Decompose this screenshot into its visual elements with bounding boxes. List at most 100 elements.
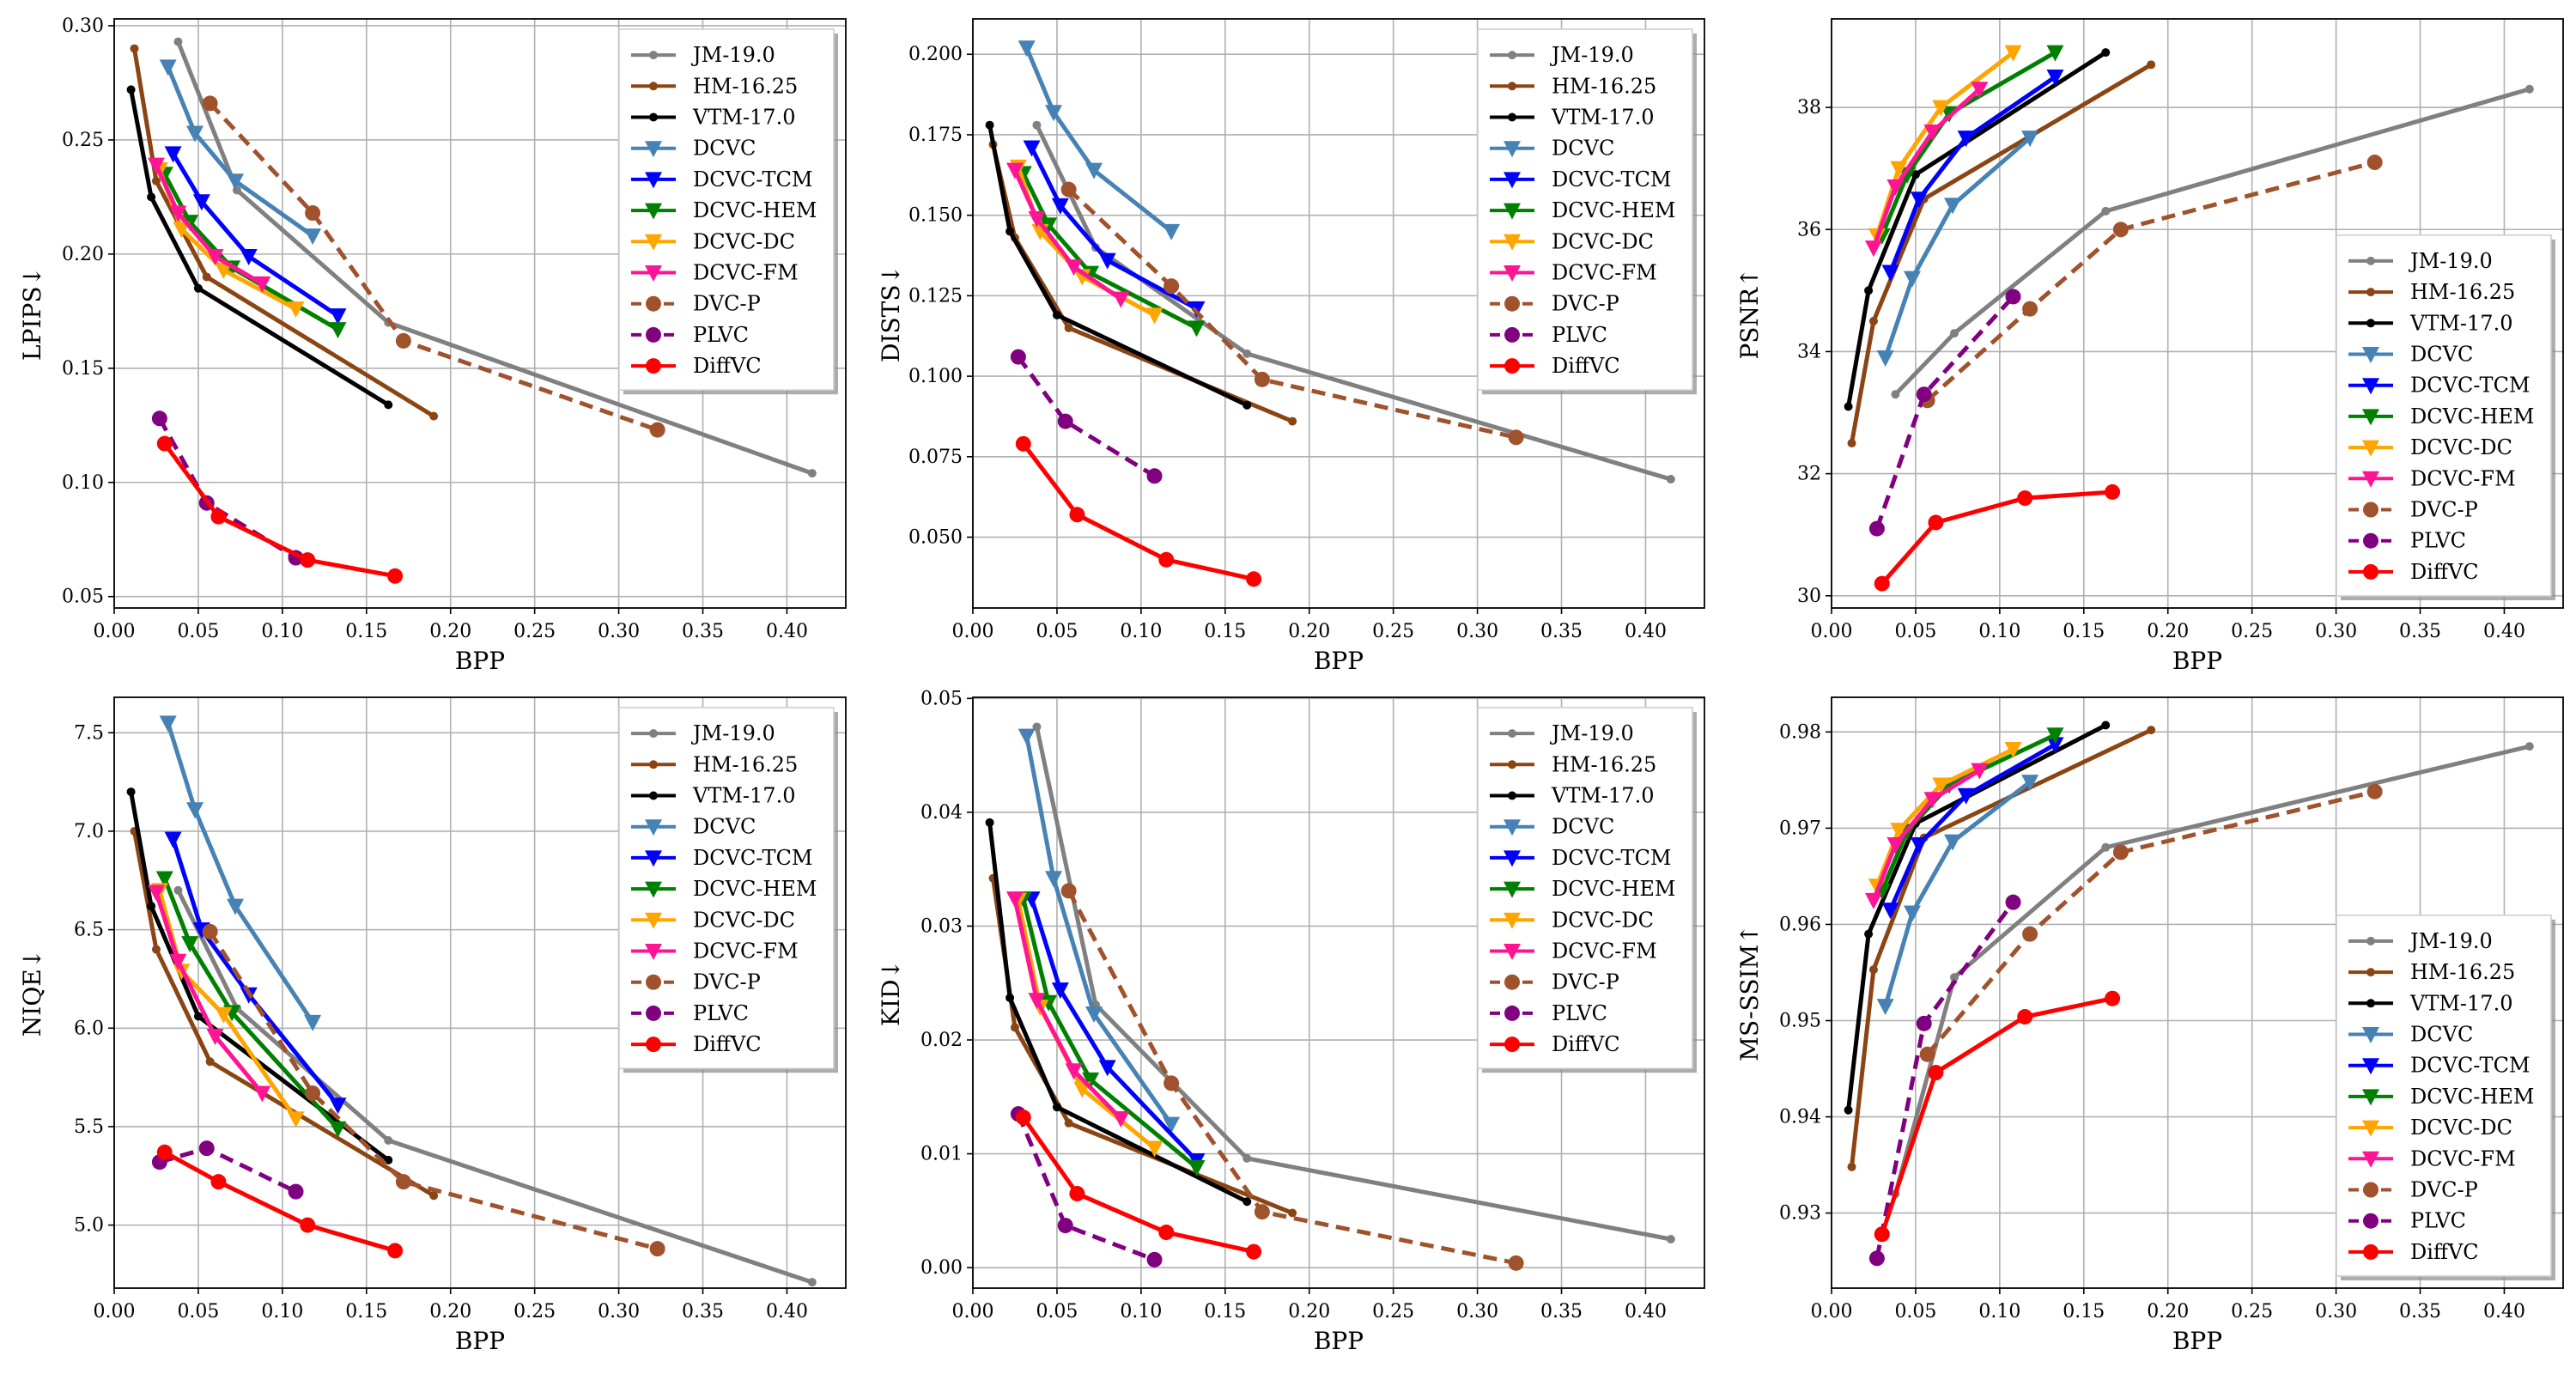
x-tick-label: 0.35: [682, 621, 724, 642]
series-line: [1874, 901, 2015, 1259]
legend-label: DiffVC: [2410, 560, 2479, 584]
data-point: [2022, 926, 2038, 942]
data-point: [2112, 844, 2129, 860]
series: [1005, 891, 1130, 1128]
series: [202, 923, 665, 1257]
series-line: [176, 40, 813, 476]
x-tick-label: 0.05: [177, 1301, 219, 1322]
legend-marker: [1504, 944, 1521, 960]
legend-label: DCVC-TCM: [2410, 1054, 2530, 1078]
data-point: [1868, 965, 1878, 975]
data-point: [227, 173, 245, 191]
data-point: [205, 1057, 215, 1067]
x-tick-label: 0.25: [1372, 1301, 1414, 1322]
legend-label: DCVC-FM: [693, 261, 799, 285]
data-point: [985, 120, 994, 130]
data-point: [985, 818, 994, 827]
legend-marker: [2363, 502, 2379, 518]
legend-marker: [1504, 912, 1521, 929]
legend-item: DCVC-HEM: [2348, 404, 2534, 429]
y-tick-label: 0.98: [1779, 721, 1821, 743]
legend-marker: [2362, 1089, 2379, 1106]
y-tick-label: 0.30: [62, 15, 104, 37]
legend-item: JM-19.0: [631, 43, 775, 67]
series: [156, 435, 404, 584]
series-line: [1880, 996, 2113, 1236]
series: [155, 871, 347, 1138]
data-point: [305, 1085, 321, 1101]
legend-label: VTM-17.0: [2409, 311, 2512, 335]
data-point: [384, 1136, 393, 1145]
series: [155, 167, 347, 339]
data-point: [287, 301, 305, 319]
data-point: [1032, 120, 1042, 130]
legend-marker: [1504, 850, 1521, 867]
data-point: [1910, 836, 1928, 854]
legend-label: DCVC-TCM: [1552, 846, 1672, 870]
data-point: [1082, 1072, 1100, 1089]
legend-marker: [2362, 471, 2379, 488]
series: [1018, 40, 1181, 240]
data-point: [1923, 792, 1941, 809]
x-tick-label: 0.25: [2231, 621, 2273, 642]
legend-item: VTM-17.0: [1490, 784, 1654, 808]
legend-label: DiffVC: [1552, 354, 1620, 378]
data-point: [1288, 1208, 1297, 1218]
x-tick-label: 0.40: [1625, 1301, 1667, 1322]
data-point: [164, 146, 182, 163]
chart-panel: 0.00 0.05 0.10 0.15 0.20 0.25 0.30 0.35 0.40 0.05…: [877, 18, 1705, 675]
data-point: [1949, 329, 1959, 338]
legend-label: DCVC: [1552, 137, 1614, 161]
data-point: [202, 923, 218, 939]
data-point: [649, 422, 665, 438]
legend-label: HM-16.25: [1552, 752, 1656, 776]
x-tick-label: 0.20: [2147, 621, 2189, 642]
axes-frame: [113, 696, 847, 1289]
series: [1864, 82, 1989, 258]
data-point: [159, 59, 177, 76]
legend-marker: [649, 729, 658, 739]
x-tick-label: 0.10: [1120, 1301, 1162, 1322]
legend-item: DVC-P: [631, 292, 761, 316]
data-point: [2022, 301, 2038, 317]
legend-marker: [1504, 1005, 1520, 1021]
y-tick-label: 0.175: [908, 125, 963, 146]
y-tick-label: 0.97: [1779, 818, 1821, 839]
y-axis-label: MS-SSIM↑: [1735, 924, 1764, 1061]
x-tick-label: 0.25: [513, 621, 556, 642]
x-tick-label: 0.35: [682, 1301, 724, 1322]
y-tick-label: 0.10: [62, 472, 104, 494]
x-tick-label: 0.30: [1456, 1301, 1498, 1322]
legend-item: PLVC: [1490, 323, 1607, 347]
legend-marker: [2363, 563, 2379, 580]
data-point: [1064, 1118, 1073, 1128]
y-tick-label: 7.0: [74, 821, 104, 842]
data-point: [1911, 170, 1920, 179]
legend-item: JM-19.0: [631, 721, 775, 745]
legend-label: DCVC-DC: [1552, 229, 1654, 253]
data-point: [1666, 1234, 1675, 1243]
legend-label: DVC-P: [693, 970, 761, 994]
legend: JM-19.0 HM-16.25 VTM-17.0 DCVC DCVC-TCM DCVC-…: [2336, 915, 2555, 1280]
legend-item: HM-16.25: [2348, 280, 2515, 304]
x-tick-label: 0.00: [94, 621, 136, 642]
data-point: [1886, 836, 1905, 854]
data-point: [156, 435, 173, 452]
series: [1010, 349, 1163, 484]
legend-item: DCVC-TCM: [2348, 374, 2530, 398]
y-tick-label: 0.050: [908, 527, 963, 549]
legend-label: DCVC: [2410, 343, 2473, 367]
y-axis-label: DISTS↓: [877, 264, 905, 362]
data-point: [1932, 100, 1950, 117]
data-point: [1015, 435, 1031, 452]
legend-item: PLVC: [1490, 1001, 1607, 1025]
legend-label: DVC-P: [2410, 498, 2478, 522]
data-point: [1065, 1063, 1083, 1080]
legend-marker: [645, 850, 662, 867]
y-tick-label: 0.94: [1779, 1107, 1821, 1128]
series: [985, 120, 1252, 410]
data-point: [429, 1191, 439, 1201]
legend-label: DCVC-HEM: [2410, 1085, 2534, 1109]
axes-frame: [972, 696, 1705, 1289]
